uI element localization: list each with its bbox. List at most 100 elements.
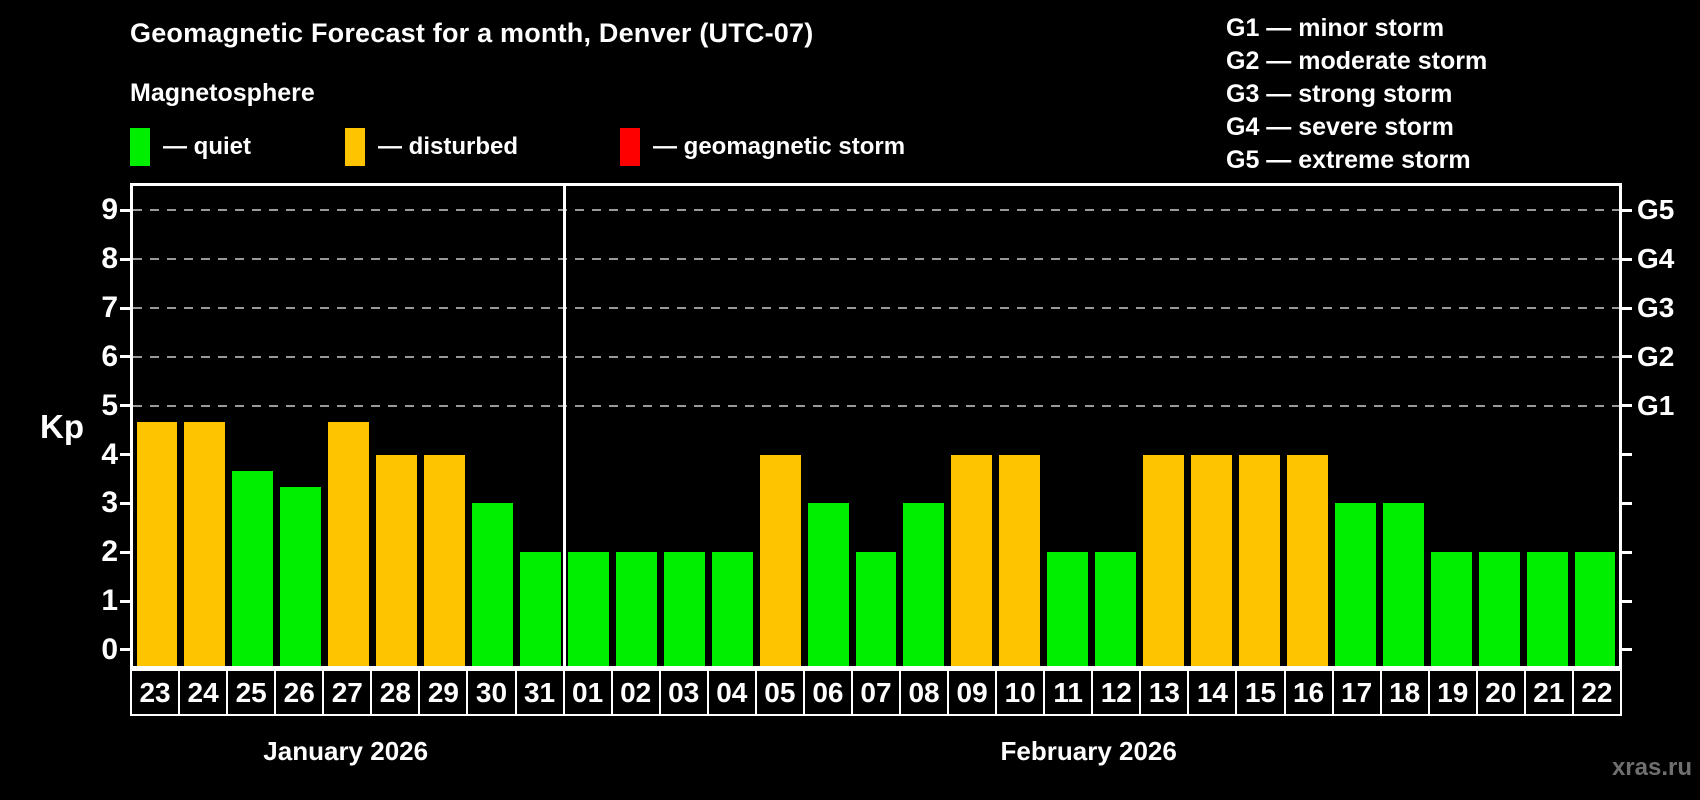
chart-subtitle: Magnetosphere <box>130 79 315 107</box>
legend-item-storm: — geomagnetic storm <box>620 127 905 167</box>
day-cell-07: 07 <box>850 669 901 716</box>
day-cell-31: 31 <box>514 669 565 716</box>
g-legend-line-g1: G1 — minor storm <box>1226 14 1445 42</box>
storm-color-swatch <box>620 128 640 166</box>
kp-bar-day-24 <box>184 421 226 666</box>
kp-bar-day-23 <box>136 421 178 666</box>
y-tick-left-0 <box>120 648 130 652</box>
day-cell-20: 20 <box>1475 669 1526 716</box>
day-cell-15: 15 <box>1235 669 1286 716</box>
kp-bar-day-31 <box>519 552 561 666</box>
kp-bar-day-28 <box>376 454 418 666</box>
y-tick-right-6 <box>1622 355 1632 359</box>
g-legend-line-g3: G3 — strong storm <box>1226 80 1453 108</box>
y-tick-right-3 <box>1622 501 1632 505</box>
kp-bar-day-18 <box>1382 503 1424 666</box>
kp-bar-day-13 <box>1143 454 1185 666</box>
kp-bar-day-03 <box>663 552 705 666</box>
kp-bar-day-15 <box>1239 454 1280 666</box>
kp-bar-day-14 <box>1191 454 1232 666</box>
y-tick-label-8: 8 <box>101 242 118 276</box>
y-tick-left-6 <box>120 355 130 359</box>
day-cell-14: 14 <box>1187 669 1238 716</box>
month-label-february: February 2026 <box>1000 736 1177 766</box>
day-cell-21: 21 <box>1523 669 1574 716</box>
kp-bar-day-29 <box>424 454 466 666</box>
day-cell-16: 16 <box>1283 669 1334 716</box>
kp-bar-day-10 <box>999 454 1041 666</box>
day-cell-24: 24 <box>178 669 229 716</box>
day-cell-03: 03 <box>658 669 709 716</box>
y-tick-right-8 <box>1622 257 1632 261</box>
disturbed-color-swatch <box>345 128 365 166</box>
y-tick-left-5 <box>120 404 130 408</box>
g-legend-line-g4: G4 — severe storm <box>1226 113 1454 141</box>
day-cell-29: 29 <box>418 669 469 716</box>
y-tick-left-2 <box>120 550 130 554</box>
plot-area <box>130 183 1622 669</box>
kp-bar-day-09 <box>951 454 993 666</box>
kp-bar-day-30 <box>472 503 513 666</box>
day-cell-19: 19 <box>1427 669 1478 716</box>
y-tick-label-1: 1 <box>101 584 118 618</box>
y-tick-right-1 <box>1622 599 1632 603</box>
g-scale-legend: G1 — minor storm G2 — moderate storm G3 … <box>1226 12 1487 177</box>
gridline-kp-8 <box>133 258 1619 261</box>
day-cell-18: 18 <box>1379 669 1430 716</box>
kp-bar-day-22 <box>1574 552 1616 666</box>
kp-bar-day-12 <box>1095 552 1137 666</box>
y-tick-left-3 <box>120 501 130 505</box>
page-title: Geomagnetic Forecast for a month, Denver… <box>130 18 814 48</box>
day-cell-25: 25 <box>226 669 277 716</box>
kp-bar-day-08 <box>903 503 945 666</box>
day-cell-08: 08 <box>899 669 950 716</box>
y-tick-label-2: 2 <box>101 535 118 569</box>
legend-label-storm: — geomagnetic storm <box>653 133 906 160</box>
y-tick-right-0 <box>1622 648 1632 652</box>
g-legend-line-g5: G5 — extreme storm <box>1226 146 1471 174</box>
day-cell-06: 06 <box>802 669 853 716</box>
kp-bar-day-17 <box>1334 503 1376 666</box>
y-tick-right-9 <box>1622 208 1632 212</box>
y-axis-label: Kp <box>40 408 84 445</box>
y-tick-left-8 <box>120 257 130 261</box>
kp-bar-day-20 <box>1478 552 1520 666</box>
y-tick-label-5: 5 <box>101 388 118 422</box>
kp-bar-day-04 <box>711 552 753 666</box>
day-cell-23: 23 <box>130 669 181 716</box>
kp-bar-day-25 <box>232 470 274 666</box>
legend-label-quiet: — quiet <box>163 133 251 160</box>
y-tick-label-9: 9 <box>101 193 118 227</box>
day-cell-13: 13 <box>1139 669 1190 716</box>
y-tick-right-5 <box>1622 404 1632 408</box>
day-axis-row: 23 24 25 26 27 28 29 30 31 01 02 03 04 05 06 07 08 09 10 11… <box>130 669 1622 716</box>
y-tick-label-4: 4 <box>101 437 118 471</box>
kp-bar-day-06 <box>807 503 849 666</box>
y-tick-label-3: 3 <box>101 486 118 520</box>
legend-item-quiet: — quiet <box>130 127 251 167</box>
kp-bar-day-16 <box>1286 454 1328 666</box>
gridline-kp-9 <box>133 209 1619 212</box>
day-cell-05: 05 <box>754 669 805 716</box>
day-cell-27: 27 <box>322 669 373 716</box>
watermark: xras.ru <box>1611 754 1692 781</box>
y-tick-label-6: 6 <box>101 339 118 373</box>
g-axis-label-g5: G5 <box>1637 194 1675 226</box>
g-axis-label-g4: G4 <box>1637 243 1675 275</box>
y-tick-label-7: 7 <box>101 291 118 325</box>
y-tick-label-0: 0 <box>101 632 118 666</box>
y-tick-left-1 <box>120 599 130 603</box>
day-cell-17: 17 <box>1331 669 1382 716</box>
kp-bar-day-01 <box>567 552 609 666</box>
month-label-january: January 2026 <box>263 736 429 766</box>
kp-bar-day-19 <box>1430 552 1472 666</box>
day-cell-28: 28 <box>370 669 421 716</box>
g-axis-label-g3: G3 <box>1637 292 1675 324</box>
y-tick-left-9 <box>120 208 130 212</box>
day-cell-12: 12 <box>1091 669 1142 716</box>
day-cell-01: 01 <box>562 669 613 716</box>
kp-bar-day-02 <box>615 552 657 666</box>
kp-bar-day-21 <box>1526 552 1568 666</box>
y-tick-right-4 <box>1622 453 1632 457</box>
